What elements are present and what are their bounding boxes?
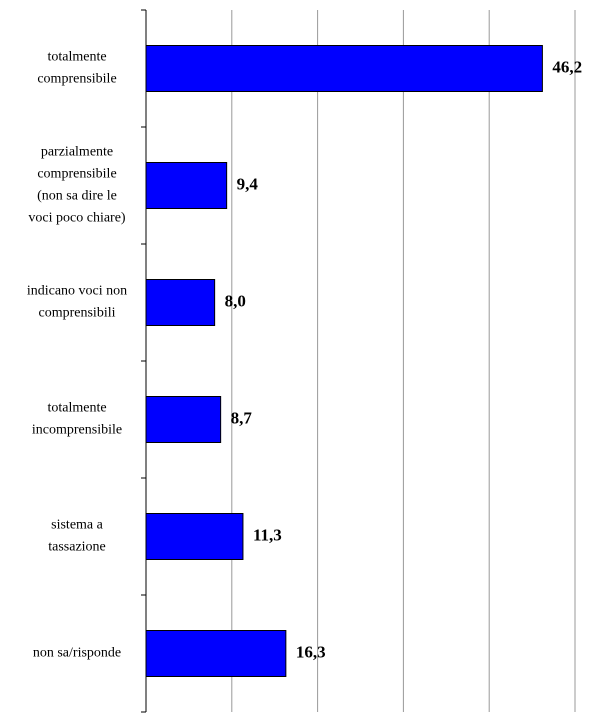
bar	[145, 513, 244, 560]
value-label: 8,0	[225, 291, 246, 310]
bar	[145, 396, 222, 443]
bar	[145, 630, 287, 677]
y-tick-label: sistema a tassazione	[48, 518, 106, 555]
bar	[145, 162, 228, 209]
value-label: 9,4	[237, 174, 259, 193]
value-label: 16,3	[296, 642, 326, 661]
y-tick-label: indicano voci non comprensibili	[27, 284, 127, 321]
bar	[145, 45, 543, 92]
value-label: 11,3	[253, 525, 282, 544]
value-label: 46,2	[552, 57, 582, 76]
y-tick-label: parzialmente comprensibile (non sa dire le…	[28, 145, 126, 226]
y-tick-label: totalmente incomprensibile	[32, 401, 122, 438]
y-tick-label: totalmente comprensibile	[37, 50, 116, 87]
value-label: 8,7	[231, 408, 253, 427]
bar	[145, 279, 216, 326]
y-tick-label: non sa/risponde	[33, 646, 121, 661]
